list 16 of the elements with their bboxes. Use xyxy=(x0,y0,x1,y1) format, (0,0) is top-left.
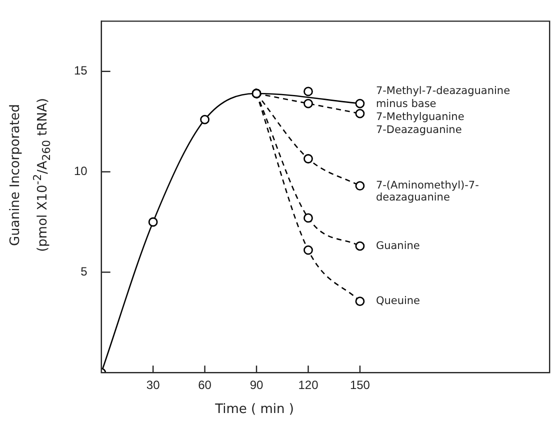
x-tick-label: 120 xyxy=(298,378,319,392)
series-label: Guanine xyxy=(376,240,420,252)
annotation: 7-Deazaguanine xyxy=(376,124,462,136)
x-tick-label: 150 xyxy=(350,378,370,392)
x-tick-label: 60 xyxy=(198,378,212,392)
y-tick-label: 5 xyxy=(80,264,88,279)
text: 7-Methyl-7-deazaguanine xyxy=(376,85,510,98)
y-tick-label: 10 xyxy=(74,164,88,178)
x-axis-title: Time ( min ) xyxy=(214,402,295,417)
y-tick-label: 15 xyxy=(74,64,88,78)
x-tick-label: 30 xyxy=(146,378,160,392)
series-label: Queuine xyxy=(376,295,420,308)
series-label: minus base xyxy=(376,98,436,110)
x-tick-label: 90 xyxy=(250,378,264,392)
series-label: 7-Methylguanine xyxy=(376,111,464,124)
series-label: 7-(Aminomethyl)-7-deazaguanine xyxy=(376,180,480,204)
